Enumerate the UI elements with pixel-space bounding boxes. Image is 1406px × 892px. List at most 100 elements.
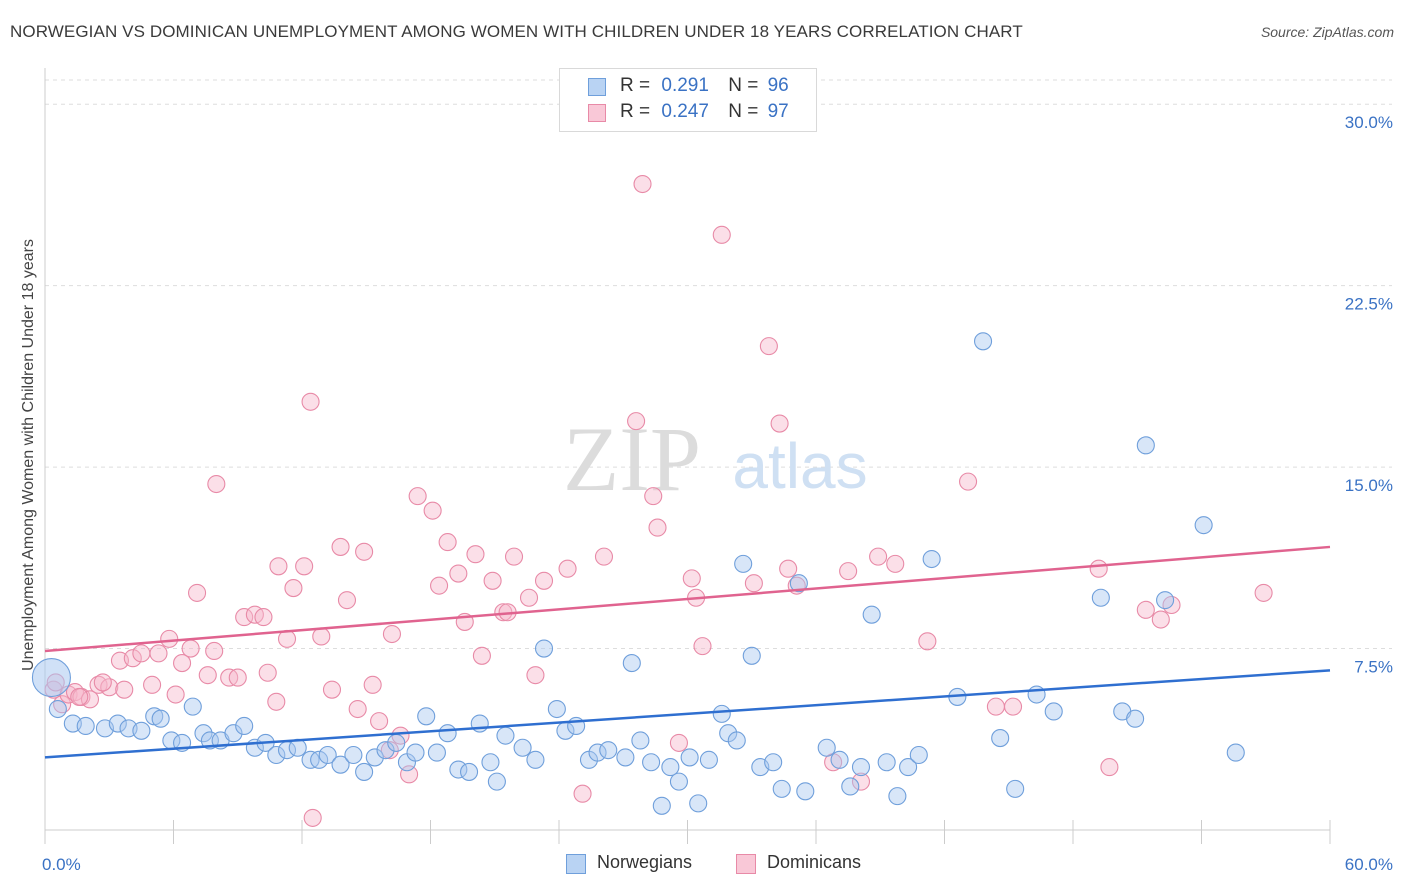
norwegians-point [1156, 591, 1175, 610]
norwegians-point [48, 699, 67, 719]
legend-swatch-blue [588, 78, 606, 96]
norwegians-point [406, 743, 425, 762]
dominicans-point [682, 569, 701, 588]
dominicans-point [483, 571, 502, 590]
norwegians-point [841, 777, 860, 796]
dominicans-point [80, 690, 100, 709]
dominicans-point [254, 608, 273, 627]
norwegians-point [680, 748, 699, 767]
norwegians-point [151, 709, 170, 728]
norwegians-point [496, 726, 515, 745]
dominicans-point [70, 687, 89, 706]
norwegians-point [1136, 436, 1155, 455]
norwegians-point [764, 753, 783, 772]
norwegians-point [699, 750, 718, 769]
norwegians-point [669, 772, 688, 791]
dominicans-point [851, 772, 871, 791]
dominicans-point [207, 474, 226, 494]
dominicans-point [303, 808, 322, 827]
norwegians-point [642, 753, 661, 772]
dominicans-point [93, 673, 112, 692]
norwegians-point [862, 605, 881, 624]
norwegians-point [365, 748, 384, 767]
axes [44, 68, 1331, 844]
norwegians-point [689, 794, 708, 813]
dominicans-point [123, 649, 142, 668]
norwegians-point [742, 646, 761, 665]
norwegians-point [1126, 709, 1145, 728]
bottom-legend-swatch-pink [736, 854, 756, 874]
dominicans-point [504, 547, 524, 566]
dominicans-point [295, 557, 314, 576]
dominicans-point [348, 699, 367, 719]
norwegians-point [727, 731, 746, 750]
dominicans-point [132, 644, 151, 663]
correlation-legend: R = 0.291 N = 96 R = 0.247 N = 97 [559, 68, 817, 132]
dominicans-point [669, 733, 688, 752]
norwegians-point [183, 697, 202, 716]
dominicans-point [331, 537, 350, 556]
bottom-legend-swatch-blue [566, 854, 586, 874]
norwegians-trend-line [44, 669, 1331, 759]
norwegians-point [1091, 588, 1110, 607]
dominicans-point [258, 663, 277, 682]
watermark: ZIP atlas [563, 408, 868, 510]
norwegians-point [526, 750, 545, 769]
dominicans-point [759, 337, 778, 356]
legend-swatch-pink [588, 104, 606, 122]
bottom-legend-label: Norwegians [597, 852, 693, 872]
norwegians-point [652, 796, 671, 815]
dominicans-point [712, 225, 731, 244]
norwegians-point [318, 745, 337, 765]
dominicans-point [269, 557, 288, 576]
norwegians-point [888, 787, 907, 806]
dominicans-point [235, 608, 254, 627]
norwegians-point [224, 724, 243, 743]
norwegians-point [310, 750, 329, 769]
norwegians-point [851, 758, 871, 777]
y-tick-label: 22.5% [1345, 295, 1393, 314]
trend-lines [44, 545, 1331, 759]
chart-title: NORWEGIAN VS DOMINICAN UNEMPLOYMENT AMON… [10, 22, 1023, 41]
x-tick-label: 60.0% [1345, 855, 1393, 874]
norwegians-point [877, 753, 896, 772]
dominicans-point [337, 591, 357, 610]
legend-r-label: R = [620, 75, 651, 96]
dominicans-point [693, 637, 712, 656]
dominicans-point [839, 562, 858, 581]
dominicans-point [472, 646, 491, 665]
norwegians-point [973, 332, 993, 351]
dominicans-point [869, 547, 888, 566]
dominicans-point [322, 680, 342, 699]
dominicans-point [627, 412, 646, 431]
norwegians-point [1006, 779, 1025, 798]
tick-labels: 7.5% 15.0% 22.5% 30.0% 0.0% 60.0% [42, 113, 1393, 874]
dominicans-point [959, 472, 978, 491]
dominicans-point [558, 559, 577, 578]
norwegians-point [789, 574, 808, 593]
dominicans-point [1151, 610, 1170, 629]
dominicans-point [430, 576, 449, 595]
norwegians-point [355, 762, 374, 781]
dominicans-point [526, 666, 545, 685]
norwegians-point [427, 743, 446, 762]
dominicans-point [228, 668, 247, 687]
norwegians-point [487, 772, 506, 791]
legend-r-label: R = [620, 101, 651, 122]
dominicans-point [115, 680, 134, 699]
norwegians-point [481, 753, 500, 772]
dominicans-point [149, 644, 168, 663]
norwegians-point [417, 707, 436, 726]
dominicans-point [267, 692, 286, 711]
dominicans-point [205, 641, 224, 661]
legend-n-label: N = [728, 101, 759, 122]
norwegians-point [438, 724, 457, 743]
dominicans-point [744, 574, 763, 593]
norwegians-point [661, 758, 680, 777]
dominicans-point [188, 583, 207, 602]
legend-n-value: 96 [767, 75, 789, 96]
dominicans-point [173, 654, 192, 673]
norwegians-point [76, 716, 95, 736]
dominicans-point [380, 741, 399, 760]
